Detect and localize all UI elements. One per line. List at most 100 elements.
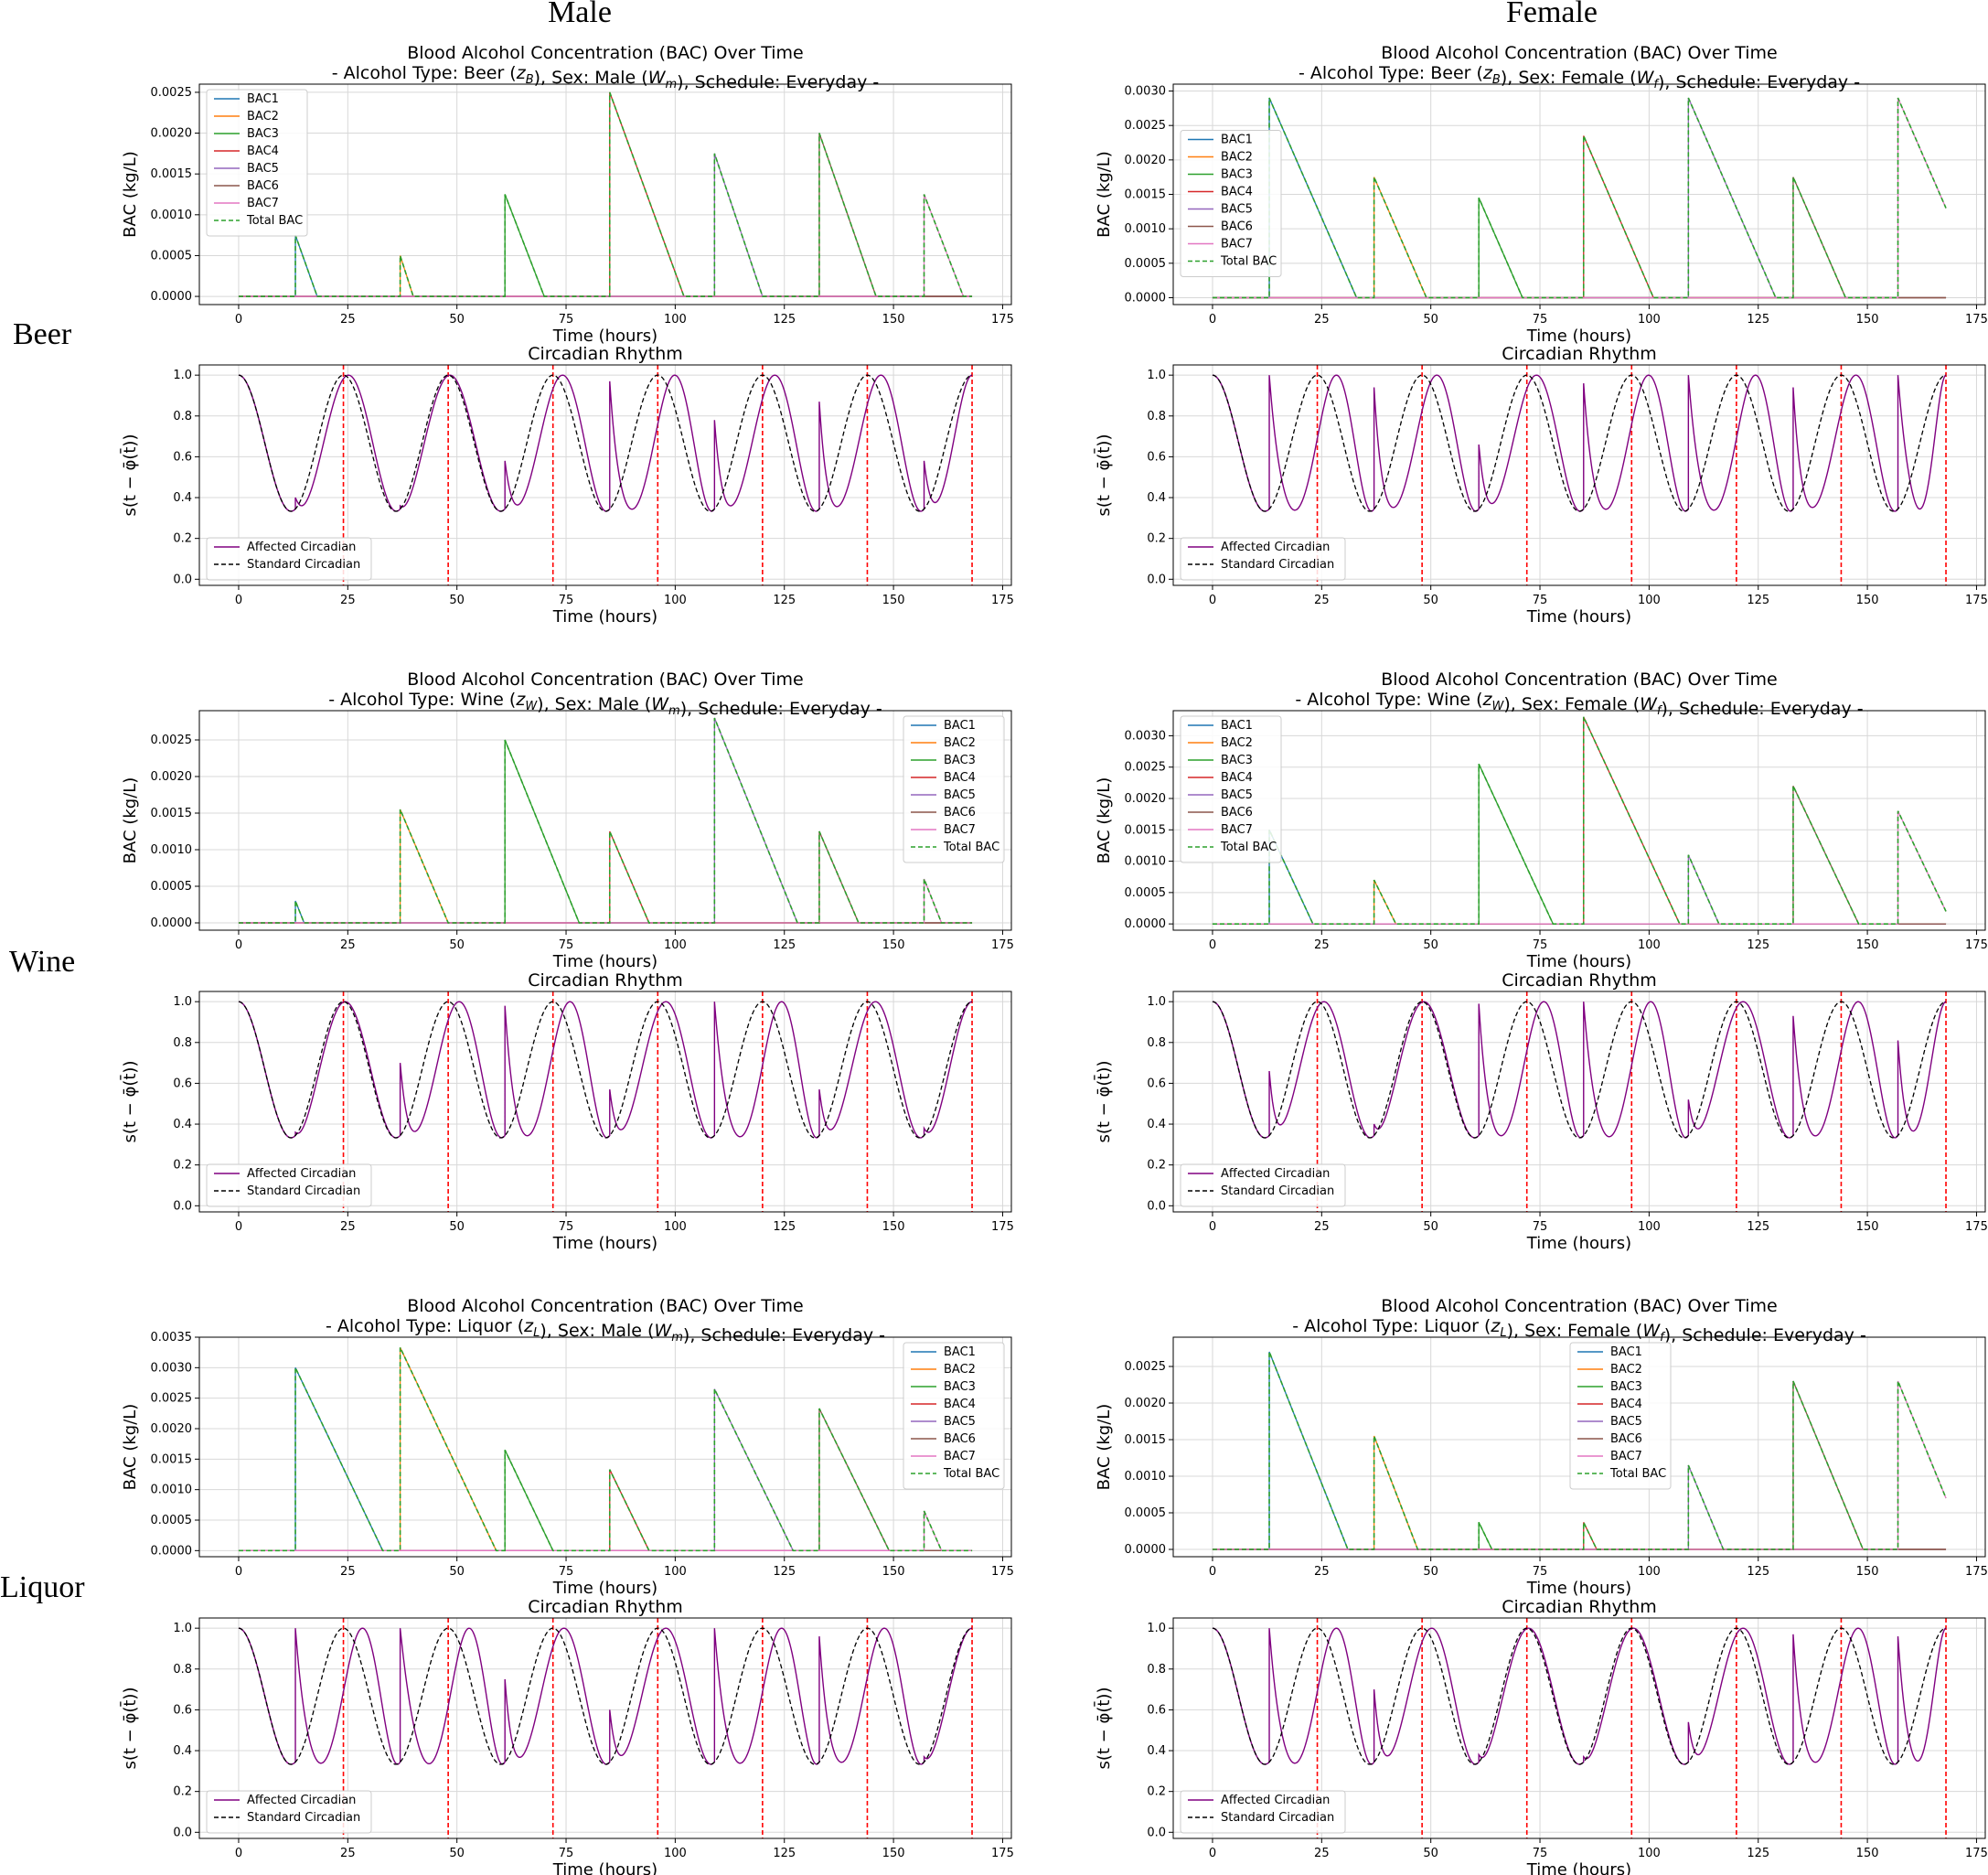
legend-label: Total BAC <box>246 214 303 228</box>
chart-title: Blood Alcohol Concentration (BAC) Over T… <box>1381 670 1778 690</box>
x-tick-label: 0 <box>1209 1220 1216 1234</box>
legend-label: Affected Circadian <box>1221 1167 1330 1181</box>
legend-label: BAC4 <box>944 771 976 785</box>
legend-box <box>903 1342 1005 1490</box>
series-line-affected-circadian <box>1212 1627 1947 1765</box>
y-tick-label: 0.0005 <box>151 1514 193 1527</box>
x-tick-label: 75 <box>559 1565 574 1579</box>
y-tick-label: 0.0 <box>1147 573 1166 586</box>
x-tick-label: 75 <box>559 313 574 327</box>
y-tick-label: 0.0010 <box>151 843 193 857</box>
x-tick-label: 75 <box>559 1220 574 1234</box>
legend-label: BAC7 <box>1221 823 1253 837</box>
legend: Affected Circadian Standard Circadian <box>1180 1790 1346 1834</box>
plot-frame <box>1172 710 1986 931</box>
series-line-bac7 <box>238 194 973 297</box>
legend-box <box>206 537 372 581</box>
plot-frame <box>198 1336 1012 1558</box>
series-line-bac3 <box>1212 764 1947 925</box>
x-tick-label: 50 <box>1423 313 1438 327</box>
bac-chart: 0 25 50 75 100 125 150 175 0.0000 0.0005 0.0010 0.0… <box>1095 43 1988 346</box>
column-header-female: Female <box>1506 0 1598 29</box>
y-tick-label: 0.4 <box>173 1118 192 1131</box>
x-axis-label: Time (hours) <box>1526 607 1631 627</box>
x-tick-label: 100 <box>1638 938 1661 952</box>
series-line-bac4 <box>238 1469 973 1551</box>
y-tick-label: 0.0000 <box>151 290 193 304</box>
chart-title: Blood Alcohol Concentration (BAC) Over T… <box>1381 1296 1778 1316</box>
legend-label: Affected Circadian <box>1221 1794 1330 1807</box>
x-tick-label: 175 <box>1965 594 1988 607</box>
x-axis-label: Time (hours) <box>552 607 657 627</box>
legend-label: Standard Circadian <box>247 558 360 572</box>
legend-label: BAC5 <box>247 162 279 176</box>
series-line-bac5 <box>1212 97 1947 299</box>
y-tick-label: 0.0035 <box>151 1331 193 1345</box>
legend-label: BAC1 <box>247 92 279 106</box>
x-tick-label: 150 <box>1856 594 1879 607</box>
y-tick-label: 0.4 <box>1147 1744 1166 1758</box>
legend-label: BAC3 <box>944 1380 976 1394</box>
x-axis-label: Time (hours) <box>552 1860 657 1875</box>
legend-label: Affected Circadian <box>247 1167 356 1181</box>
y-tick-label: 0.0025 <box>151 734 193 747</box>
x-tick-label: 0 <box>235 938 242 952</box>
y-tick-label: 0.0025 <box>1125 761 1167 775</box>
x-tick-label: 150 <box>1856 1847 1879 1860</box>
plot-area <box>1212 1351 1947 1550</box>
x-axis-label: Time (hours) <box>552 952 657 971</box>
chart-title: Blood Alcohol Concentration (BAC) Over T… <box>1381 43 1778 63</box>
legend-label: BAC5 <box>944 1415 976 1429</box>
x-tick-label: 75 <box>1533 313 1548 327</box>
series-line-bac5 <box>1212 854 1947 925</box>
x-tick-label: 100 <box>664 1847 687 1860</box>
plot-frame <box>198 710 1012 931</box>
y-tick-label: 0.0020 <box>1125 1397 1167 1410</box>
x-tick-label: 75 <box>1533 1847 1548 1860</box>
y-axis-label: BAC (kg/L) <box>1095 1404 1114 1491</box>
y-tick-label: 0.2 <box>1147 532 1166 546</box>
circadian-chart: 0 25 50 75 100 125 150 175 0.0 0.2 0.4 0.6 0.8 1.0 Cir… <box>120 344 1014 627</box>
y-tick-label: 0.0010 <box>1125 1470 1167 1484</box>
series-line-bac6 <box>238 830 973 924</box>
x-tick-label: 175 <box>1965 938 1988 952</box>
legend-label: BAC7 <box>247 197 279 210</box>
legend-label: BAC3 <box>1221 754 1253 767</box>
x-tick-label: 0 <box>235 1847 242 1860</box>
x-tick-label: 100 <box>1638 313 1661 327</box>
x-tick-label: 25 <box>340 1565 356 1579</box>
series-line-bac2 <box>238 255 973 297</box>
plot-area <box>238 1346 973 1552</box>
plot-area <box>238 717 973 924</box>
plot-area <box>1212 716 1947 925</box>
chart-subtitle: - Alcohol Type: Wine (zW), Sex: Male (Wm… <box>328 690 882 719</box>
legend-label: Standard Circadian <box>1221 1811 1334 1825</box>
y-tick-label: 0.0015 <box>151 807 193 820</box>
y-tick-label: 0.0005 <box>1125 1506 1167 1520</box>
y-axis-label: s(t − φ̄(t̄)) <box>120 1061 140 1143</box>
chart-subtitle: - Alcohol Type: Beer (zB), Sex: Male (Wm… <box>332 63 880 92</box>
plot-frame <box>1172 1617 1986 1839</box>
x-tick-label: 25 <box>1314 594 1330 607</box>
legend-label: Affected Circadian <box>247 541 356 554</box>
y-tick-label: 0.0030 <box>151 1361 193 1375</box>
legend-label: BAC2 <box>1221 736 1253 750</box>
x-tick-label: 125 <box>773 1220 796 1234</box>
y-tick-label: 0.0 <box>1147 1826 1166 1839</box>
series-line-bac1 <box>238 234 973 297</box>
x-tick-label: 25 <box>340 1847 356 1860</box>
x-tick-label: 50 <box>449 1220 465 1234</box>
y-tick-label: 0.0015 <box>1125 1433 1167 1447</box>
x-tick-label: 175 <box>1965 313 1988 327</box>
x-tick-label: 0 <box>1209 313 1216 327</box>
y-tick-label: 0.4 <box>173 1744 192 1758</box>
legend-label: BAC5 <box>944 788 976 802</box>
series-line-total-bac <box>238 91 973 297</box>
legend: BAC1 BAC2 BAC3 BAC4 BAC5 BAC6 BAC7 Total BAC <box>206 89 308 237</box>
x-tick-label: 0 <box>1209 594 1216 607</box>
chart-subtitle: - Alcohol Type: Liquor (zL), Sex: Male (… <box>326 1316 885 1345</box>
x-tick-label: 175 <box>991 1220 1014 1234</box>
legend: BAC1 BAC2 BAC3 BAC4 BAC5 BAC6 BAC7 Total BAC <box>1180 130 1282 277</box>
column-header-male: Male <box>548 0 612 29</box>
plot-frame <box>198 83 1012 305</box>
